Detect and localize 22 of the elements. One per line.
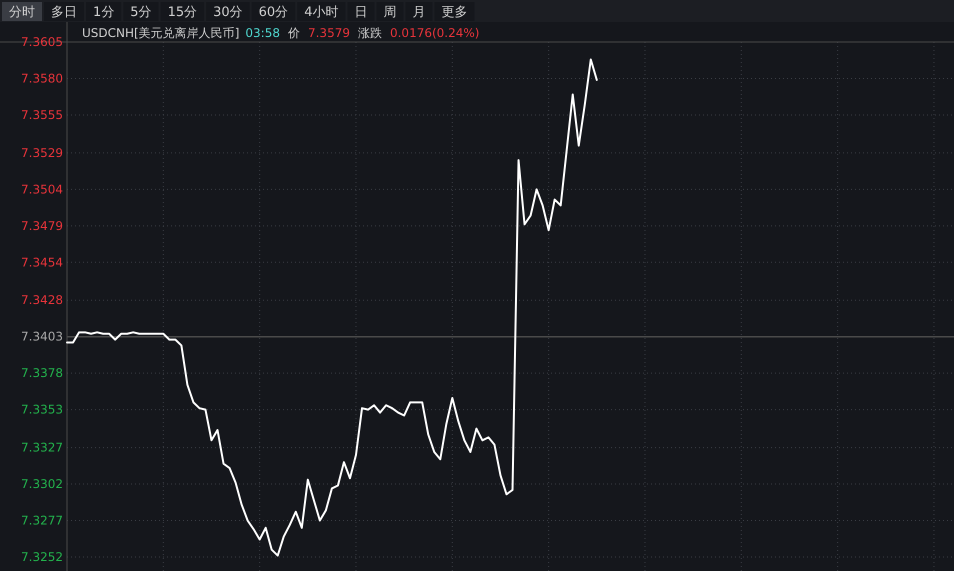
y-tick-label: 7.3555 [21, 108, 63, 122]
text: 0.0176(0.24%) [390, 26, 480, 40]
y-tick-label: 7.3605 [21, 35, 63, 49]
y-tick-label: 7.3378 [21, 366, 63, 380]
y-tick-label: 7.3327 [21, 440, 63, 455]
y-tick-label: 7.3403 [21, 330, 63, 344]
text: 价 [286, 26, 300, 40]
y-tick-label: 7.3428 [21, 293, 63, 308]
y-tick-label: 7.3252 [21, 550, 63, 564]
y-tick-label: 7.3479 [21, 218, 63, 233]
y-tick-label: 7.3504 [21, 182, 63, 196]
y-tick-label: 7.3454 [21, 255, 63, 270]
y-tick-label: 7.3277 [21, 514, 63, 528]
y-tick-label: 7.3353 [21, 402, 63, 417]
text: 涨跌 [358, 26, 382, 40]
y-tick-label: 7.3302 [21, 477, 63, 492]
chart-title: USDCNH[美元兑离岸人民币] [82, 26, 240, 40]
y-tick-label: 7.3529 [21, 146, 63, 160]
text: 7.3579 [308, 26, 350, 40]
line-series [66, 58, 598, 557]
text: 03:58 [245, 26, 280, 40]
y-tick-label: 7.3580 [21, 71, 63, 86]
